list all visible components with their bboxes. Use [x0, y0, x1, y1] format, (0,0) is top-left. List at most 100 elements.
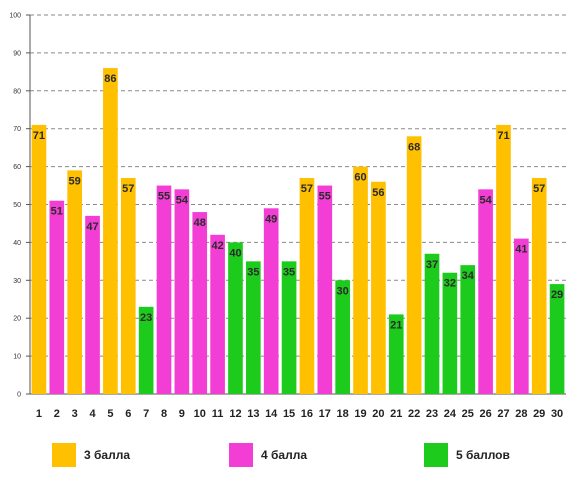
x-tick-label-29: 29 — [533, 408, 546, 420]
bar-2 — [49, 200, 65, 394]
x-tick-label-5: 5 — [107, 408, 114, 420]
bar-13 — [246, 261, 261, 394]
data-label-8: 55 — [158, 191, 170, 203]
bar-6 — [120, 177, 136, 394]
data-label-16: 57 — [301, 183, 313, 195]
bar-8 — [156, 185, 172, 394]
x-tick-label-21: 21 — [390, 408, 403, 420]
bar-23 — [424, 253, 440, 394]
x-tick-label-28: 28 — [515, 408, 528, 420]
data-label-20: 56 — [372, 187, 384, 199]
data-label-6: 57 — [122, 183, 134, 195]
bar-16 — [299, 177, 315, 394]
bar-20 — [371, 181, 386, 394]
data-label-21: 21 — [390, 319, 402, 331]
legend-swatch-4 — [229, 443, 253, 467]
data-label-17: 55 — [319, 191, 331, 203]
y-tick-label-80: 80 — [13, 88, 21, 95]
data-label-2: 51 — [51, 206, 63, 218]
x-tick-label-24: 24 — [443, 408, 456, 420]
data-label-7: 23 — [140, 312, 152, 324]
bar-27 — [496, 124, 511, 394]
x-tick-label-13: 13 — [247, 408, 260, 420]
x-tick-label-15: 15 — [282, 408, 296, 420]
x-tick-label-14: 14 — [265, 408, 278, 420]
x-tick-label-26: 26 — [479, 408, 492, 420]
x-tick-label-17: 17 — [318, 408, 331, 420]
x-tick-label-18: 18 — [336, 408, 349, 420]
data-label-10: 48 — [194, 217, 206, 229]
legend-swatch-3 — [52, 443, 76, 467]
bar-10 — [192, 212, 208, 394]
x-tick-label-22: 22 — [408, 408, 421, 420]
x-tick-label-7: 7 — [143, 408, 150, 420]
x-tick-label-8: 8 — [160, 408, 168, 420]
bar-9 — [174, 189, 190, 394]
data-label-30: 29 — [551, 289, 563, 301]
x-tick-label-4: 4 — [89, 408, 96, 420]
data-label-9: 54 — [176, 194, 189, 206]
y-tick-label-90: 90 — [13, 50, 21, 57]
data-labels: 71 51 59 47 86 57 23 55 54 48 42 40 35 49 35 57 55 30 60 56… — [33, 73, 563, 331]
bar-19 — [353, 166, 368, 394]
bar-25 — [460, 265, 476, 394]
y-tick-label-50: 50 — [13, 202, 21, 209]
y-tick-label-10: 10 — [13, 354, 21, 361]
bar-1 — [31, 124, 47, 394]
x-tick-label-20: 20 — [372, 408, 385, 420]
bar-12 — [228, 242, 243, 394]
data-label-4: 47 — [86, 221, 98, 233]
x-tick-label-19: 19 — [354, 408, 367, 420]
data-label-11: 42 — [211, 240, 223, 252]
data-label-22: 68 — [408, 141, 420, 153]
y-tick-label-30: 30 — [13, 278, 21, 285]
bar-4 — [85, 215, 100, 394]
bar-22 — [406, 136, 422, 394]
data-label-13: 35 — [247, 266, 259, 278]
x-tick-label-25: 25 — [461, 408, 474, 420]
bar-11 — [210, 234, 225, 394]
y-tick-label-0: 0 — [17, 392, 21, 399]
bar-15 — [281, 261, 297, 394]
legend-label-3: 3 балла — [84, 448, 131, 462]
bar-5 — [103, 68, 118, 394]
y-tick-label-100: 100 — [9, 13, 21, 20]
bar-28 — [514, 238, 529, 394]
data-label-1: 71 — [33, 130, 45, 142]
y-tick-label-40: 40 — [13, 240, 21, 247]
data-label-12: 40 — [229, 247, 241, 259]
data-label-19: 60 — [354, 172, 366, 184]
x-tick-label-12: 12 — [229, 408, 242, 420]
legend-item-3: 3 балла — [52, 442, 130, 468]
bar-7 — [138, 306, 154, 394]
legend-label-5: 5 баллов — [456, 448, 510, 462]
bar-17 — [317, 185, 333, 394]
data-label-28: 41 — [515, 244, 527, 256]
x-tick-label-16: 16 — [300, 408, 314, 420]
x-tick-label-30: 30 — [550, 408, 564, 420]
bar-18 — [335, 280, 350, 394]
y-tick-label-70: 70 — [13, 126, 21, 133]
legend-item-5: 5 баллов — [424, 442, 510, 468]
x-tick-label-6: 6 — [125, 408, 132, 420]
x-tick-label-27: 27 — [497, 408, 510, 420]
data-label-27: 71 — [497, 130, 509, 142]
bar-24 — [442, 272, 458, 394]
x-tick-label-23: 23 — [425, 408, 439, 420]
bar-21 — [388, 314, 404, 394]
data-label-29: 57 — [533, 183, 545, 195]
data-label-5: 86 — [104, 73, 116, 85]
legend-swatch-5 — [424, 443, 448, 467]
data-label-15: 35 — [283, 266, 295, 278]
bars — [31, 68, 565, 394]
x-tick-label-2: 2 — [53, 408, 60, 420]
bar-14 — [263, 208, 279, 394]
legend-item-4: 4 балла — [229, 442, 307, 468]
bar-3 — [67, 170, 82, 394]
bar-chart: 0 10 20 30 40 50 60 70 80 90 100 71 51 59 47 86 57 23 55 5… — [9, 13, 566, 399]
legend-label-4: 4 балла — [261, 448, 308, 462]
bar-26 — [478, 189, 493, 394]
x-tick-label-11: 11 — [211, 408, 224, 420]
bar-30 — [549, 284, 565, 394]
data-label-25: 34 — [462, 270, 475, 282]
